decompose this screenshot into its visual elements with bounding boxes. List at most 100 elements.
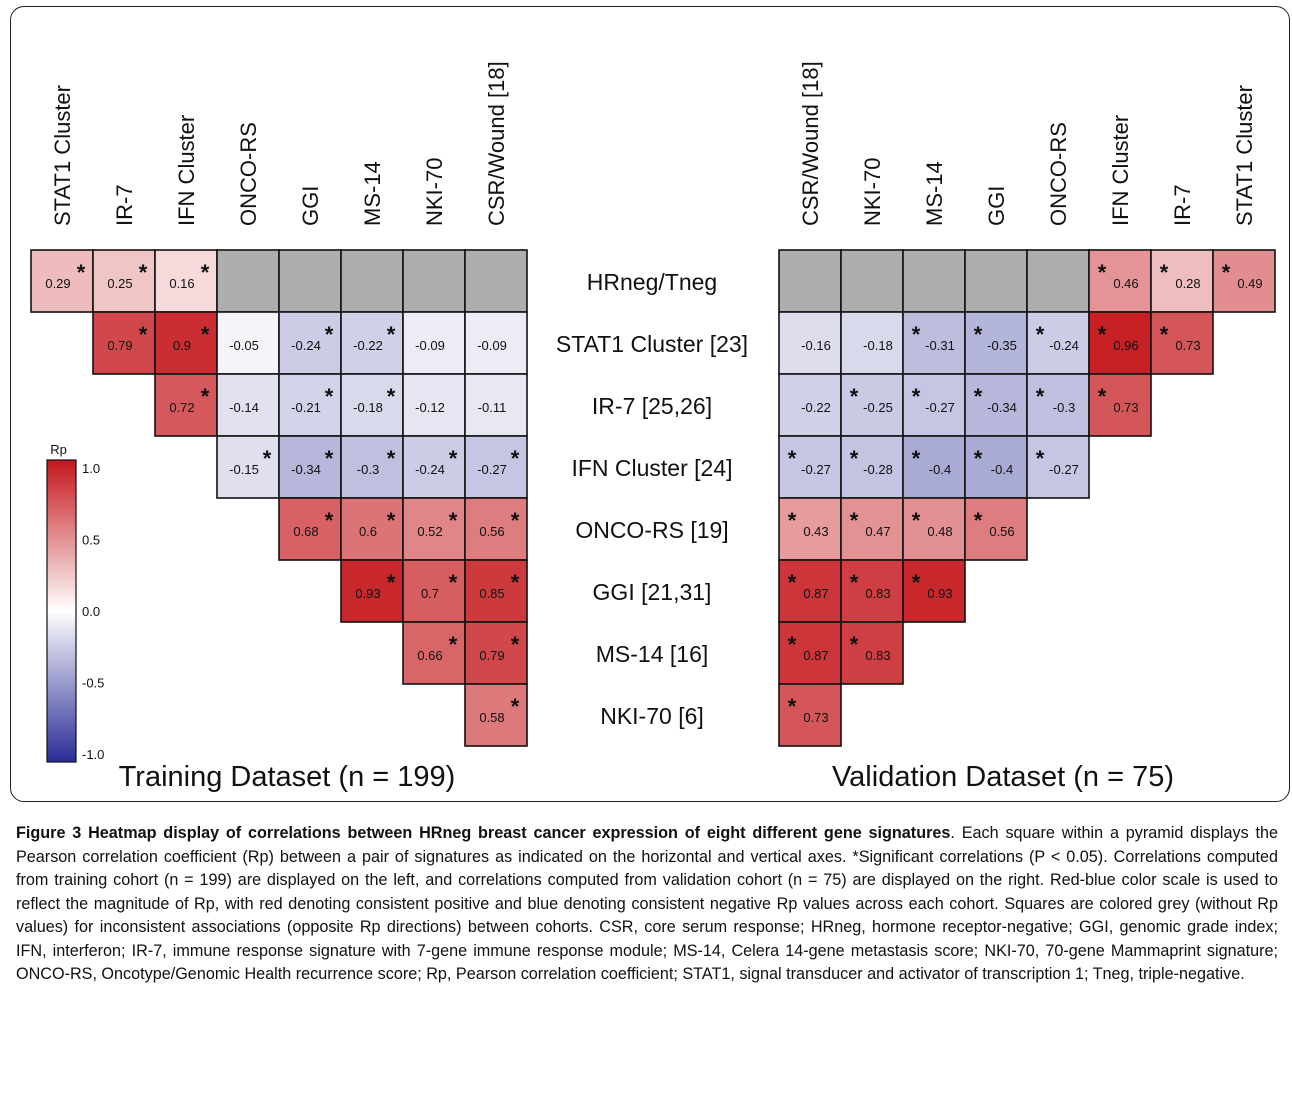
validation-cell-value: 0.56 bbox=[989, 524, 1014, 539]
validation-cell-value: 0.73 bbox=[1113, 400, 1138, 415]
validation-heatmap: CSR/Wound [18] NKI-70 MS-14 GGI ONCO-RS IFN C… bbox=[778, 61, 1276, 747]
validation-significance-star: * bbox=[850, 632, 859, 657]
validation-heatmap-cell bbox=[1026, 373, 1090, 437]
training-significance-star: * bbox=[325, 446, 334, 471]
training-heatmap-cell bbox=[464, 373, 528, 437]
training-cell-value: -0.09 bbox=[415, 338, 445, 353]
validation-cell-value: -0.35 bbox=[987, 338, 1017, 353]
validation-cell-value: -0.4 bbox=[929, 462, 951, 477]
training-significance-star: * bbox=[511, 508, 520, 533]
training-heatmap-cell bbox=[340, 311, 404, 375]
training-col-label: MS-14 bbox=[360, 161, 385, 226]
validation-heatmap-cell bbox=[840, 559, 904, 623]
caption-body: . Each square within a pyramid displays … bbox=[16, 824, 1278, 983]
validation-cell-value: -0.16 bbox=[801, 338, 831, 353]
training-significance-star: * bbox=[449, 446, 458, 471]
validation-cell-value: -0.4 bbox=[991, 462, 1013, 477]
training-col-label: STAT1 Cluster bbox=[50, 85, 75, 226]
validation-cell-value: 0.28 bbox=[1175, 276, 1200, 291]
validation-cell-value: 0.47 bbox=[865, 524, 890, 539]
validation-significance-star: * bbox=[974, 384, 983, 409]
validation-heatmap-cell bbox=[1088, 373, 1152, 437]
validation-cell-value: -0.27 bbox=[925, 400, 955, 415]
training-cell-value: -0.14 bbox=[229, 400, 259, 415]
validation-cell-value: 0.96 bbox=[1113, 338, 1138, 353]
validation-significance-star: * bbox=[974, 508, 983, 533]
validation-cell-value: 0.87 bbox=[803, 586, 828, 601]
validation-significance-star: * bbox=[788, 570, 797, 595]
training-cell-value: 0.7 bbox=[421, 586, 439, 601]
training-cell-value: 0.52 bbox=[417, 524, 442, 539]
training-significance-star: * bbox=[449, 570, 458, 595]
training-significance-star: * bbox=[387, 446, 396, 471]
validation-significance-star: * bbox=[1036, 446, 1045, 471]
validation-significance-star: * bbox=[1036, 322, 1045, 347]
training-heatmap-cell bbox=[216, 373, 280, 437]
validation-cell-value: 0.83 bbox=[865, 586, 890, 601]
validation-cell-value: -0.27 bbox=[801, 462, 831, 477]
training-heatmap-cell bbox=[464, 249, 528, 313]
validation-heatmap-cell bbox=[902, 435, 966, 499]
training-cell-value: 0.68 bbox=[293, 524, 318, 539]
training-heatmap-cell bbox=[216, 249, 280, 313]
training-cell-value: 0.58 bbox=[479, 710, 504, 725]
training-cell-value: 0.79 bbox=[479, 648, 504, 663]
validation-cell-value: -0.28 bbox=[863, 462, 893, 477]
training-heatmap-cell bbox=[340, 497, 404, 561]
training-heatmap-cell bbox=[402, 311, 466, 375]
validation-significance-star: * bbox=[1160, 322, 1169, 347]
validation-heatmap-cell bbox=[778, 497, 842, 561]
training-cell-value: 0.6 bbox=[359, 524, 377, 539]
training-col-label: NKI-70 bbox=[422, 158, 447, 226]
colorbar-tick-label: -0.5 bbox=[82, 676, 104, 691]
training-cell-value: 0.29 bbox=[45, 276, 70, 291]
validation-heatmap-cell bbox=[840, 621, 904, 685]
colorbar bbox=[46, 459, 77, 763]
colorbar-title: Rp bbox=[50, 442, 67, 457]
training-significance-star: * bbox=[139, 322, 148, 347]
validation-cell-value: 0.48 bbox=[927, 524, 952, 539]
validation-significance-star: * bbox=[974, 446, 983, 471]
training-significance-star: * bbox=[201, 384, 210, 409]
training-significance-star: * bbox=[77, 260, 86, 285]
validation-significance-star: * bbox=[850, 508, 859, 533]
training-cell-value: 0.85 bbox=[479, 586, 504, 601]
training-cell-value: -0.12 bbox=[415, 400, 445, 415]
validation-heatmap-cell bbox=[778, 249, 842, 313]
training-heatmap-cell bbox=[154, 373, 218, 437]
training-heatmap-cell bbox=[216, 435, 280, 499]
training-col-label: ONCO-RS bbox=[236, 122, 261, 226]
training-significance-star: * bbox=[325, 322, 334, 347]
validation-heatmap-cell bbox=[1212, 249, 1276, 313]
validation-col-label: IFN Cluster bbox=[1108, 115, 1133, 226]
training-cell-value: 0.66 bbox=[417, 648, 442, 663]
validation-col-label: ONCO-RS bbox=[1046, 122, 1071, 226]
validation-heatmap-cell bbox=[964, 435, 1028, 499]
training-significance-star: * bbox=[449, 632, 458, 657]
validation-cell-value: -0.27 bbox=[1049, 462, 1079, 477]
validation-cell-value: 0.49 bbox=[1237, 276, 1262, 291]
training-significance-star: * bbox=[387, 508, 396, 533]
validation-heatmap-cell bbox=[778, 559, 842, 623]
validation-significance-star: * bbox=[1222, 260, 1231, 285]
row-label: IR-7 [25,26] bbox=[592, 393, 712, 419]
training-significance-star: * bbox=[139, 260, 148, 285]
validation-cell-value: 0.46 bbox=[1113, 276, 1138, 291]
validation-cell-value: 0.87 bbox=[803, 648, 828, 663]
validation-heatmap-cell bbox=[778, 683, 842, 747]
training-heatmap-cell bbox=[340, 249, 404, 313]
validation-cell-value: -0.24 bbox=[1049, 338, 1079, 353]
training-col-label: IR-7 bbox=[112, 184, 137, 226]
validation-significance-star: * bbox=[1098, 384, 1107, 409]
validation-heatmap-cell bbox=[840, 249, 904, 313]
training-cell-value: -0.27 bbox=[477, 462, 507, 477]
validation-heatmap-cell bbox=[1088, 311, 1152, 375]
validation-significance-star: * bbox=[912, 384, 921, 409]
validation-cell-value: -0.25 bbox=[863, 400, 893, 415]
training-cell-value: 0.9 bbox=[173, 338, 191, 353]
training-significance-star: * bbox=[511, 570, 520, 595]
validation-significance-star: * bbox=[788, 508, 797, 533]
validation-significance-star: * bbox=[912, 446, 921, 471]
training-significance-star: * bbox=[387, 570, 396, 595]
validation-heatmap-cell bbox=[778, 621, 842, 685]
